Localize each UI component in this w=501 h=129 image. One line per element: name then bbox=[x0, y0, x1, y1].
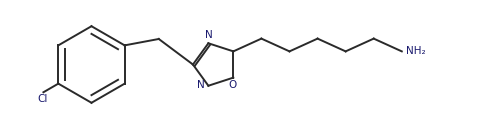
Text: N: N bbox=[197, 80, 205, 90]
Text: Cl: Cl bbox=[37, 94, 47, 104]
Text: O: O bbox=[228, 80, 236, 90]
Text: N: N bbox=[205, 30, 212, 40]
Text: NH₂: NH₂ bbox=[405, 46, 424, 56]
